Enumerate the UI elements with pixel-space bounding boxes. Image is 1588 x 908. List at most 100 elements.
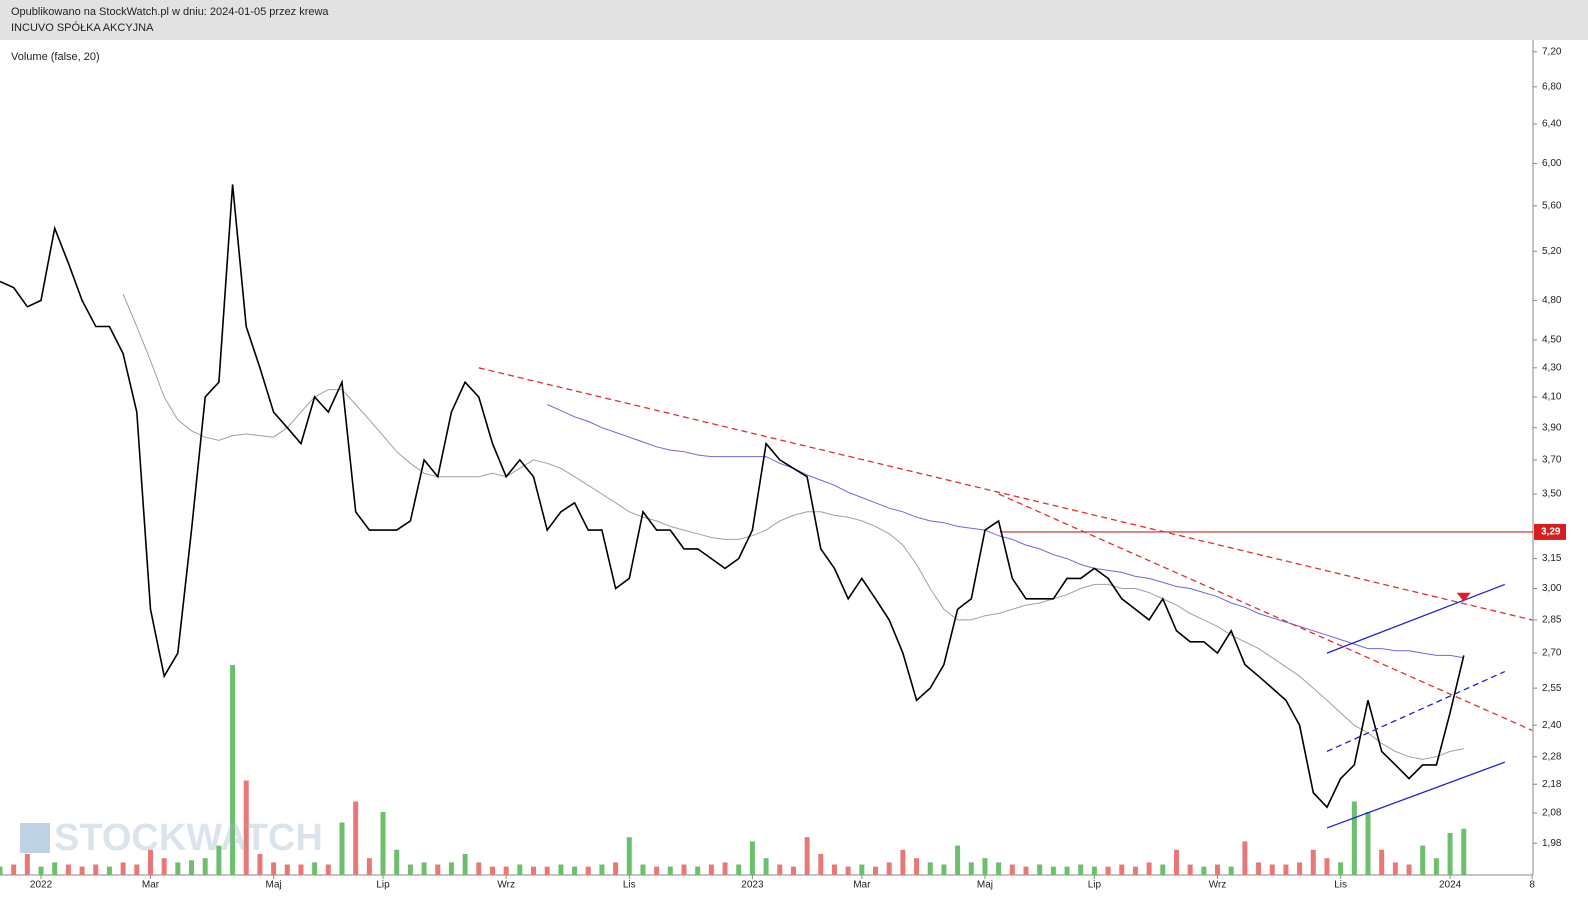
trend-line (1326, 583, 1506, 654)
volume-bar (24, 854, 30, 875)
x-tick-label: Mar (142, 880, 160, 891)
volume-bar (1433, 858, 1439, 875)
volume-bar (189, 860, 195, 875)
volume-bar (366, 858, 372, 875)
volume-bar (599, 864, 605, 875)
volume-bar (1365, 812, 1371, 875)
volume-bar (982, 858, 988, 875)
volume-bar (1050, 866, 1056, 875)
y-tick-label: 5,20 (1542, 246, 1562, 257)
volume-bar (243, 780, 249, 875)
volume-bar (667, 866, 673, 875)
subtitle: Volume (false, 20) (11, 51, 100, 63)
volume-bar (1078, 864, 1084, 875)
volume-bar (1119, 864, 1125, 875)
x-tick-label: 2023 (741, 880, 764, 891)
trend-line (1326, 670, 1506, 752)
volume-bar (804, 837, 810, 875)
volume-bar (681, 864, 687, 875)
signal-marker (1456, 592, 1471, 602)
volume-bar (749, 841, 755, 875)
volume-bar (763, 858, 769, 875)
volume-bar (996, 862, 1002, 875)
volume-bar (1173, 849, 1179, 875)
volume-bar (585, 866, 591, 875)
y-tick-label: 6,40 (1542, 119, 1562, 130)
volume-bar (1201, 866, 1207, 875)
y-tick-label: 1,98 (1542, 838, 1562, 849)
volume-bar (1338, 862, 1344, 875)
volume-bar (900, 849, 906, 875)
watermark-icon (20, 823, 50, 853)
level-label: 3,29 (1541, 527, 1561, 538)
volume-bar (1392, 862, 1398, 875)
volume-bar (1160, 864, 1166, 875)
volume-bar (722, 862, 728, 875)
volume-bar (654, 866, 660, 875)
volume-bar (517, 864, 523, 875)
volume-bar (257, 854, 263, 875)
volume-bar (1064, 866, 1070, 875)
y-tick-label: 7,20 (1542, 46, 1562, 57)
volume-bar (831, 864, 837, 875)
volume-bar (325, 864, 331, 875)
trend-line (478, 367, 1533, 621)
volume-bar (394, 849, 400, 875)
volume-bar (1379, 849, 1385, 875)
volume-bar (161, 858, 167, 875)
volume-bar (736, 864, 742, 875)
volume-bar (38, 866, 44, 875)
volume-bar (1461, 828, 1467, 875)
moving-average (122, 293, 1464, 760)
volume-bar (421, 862, 427, 875)
volume-bar (1269, 864, 1275, 875)
volume-bar (1420, 845, 1426, 875)
volume-bar (120, 862, 126, 875)
x-tick-label: Lip (1088, 880, 1102, 891)
x-tick-label: 8 (1529, 880, 1535, 891)
watermark: STOCKWATCH (54, 817, 323, 859)
x-tick-label: Maj (977, 880, 993, 891)
volume-bar (1215, 864, 1221, 875)
volume-bar (1146, 862, 1152, 875)
volume-bar (448, 862, 454, 875)
volume-bar (271, 862, 277, 875)
volume-bar (1406, 864, 1412, 875)
volume-bar (93, 864, 99, 875)
volume-bar (1256, 862, 1262, 875)
volume-bar (1283, 864, 1289, 875)
y-tick-label: 3,70 (1542, 455, 1562, 466)
x-tick-label: Mar (853, 880, 871, 891)
volume-bar (230, 665, 236, 875)
volume-bar (339, 822, 345, 875)
header-bar (0, 0, 1588, 40)
y-tick-label: 5,60 (1542, 201, 1562, 212)
volume-bar (558, 864, 564, 875)
volume-bar (380, 812, 386, 875)
y-tick-label: 3,00 (1542, 583, 1562, 594)
volume-bar (476, 862, 482, 875)
volume-bar (695, 866, 701, 875)
y-tick-label: 3,50 (1542, 489, 1562, 500)
volume-bar (914, 858, 920, 875)
y-tick-label: 2,85 (1542, 615, 1562, 626)
volume-bar (1447, 833, 1453, 875)
volume-bar (790, 866, 796, 875)
y-tick-label: 2,18 (1542, 779, 1562, 790)
volume-bar (873, 866, 879, 875)
volume-bar (147, 849, 153, 875)
volume-bar (572, 866, 578, 875)
y-tick-label: 4,50 (1542, 335, 1562, 346)
volume-bar (941, 864, 947, 875)
volume-bar (435, 864, 441, 875)
volume-bar (886, 862, 892, 875)
volume-bar (312, 862, 318, 875)
y-tick-label: 4,10 (1542, 392, 1562, 403)
volume-bar (818, 854, 824, 875)
volume-bar (1242, 841, 1248, 875)
volume-bar (298, 864, 304, 875)
moving-average (546, 404, 1464, 659)
volume-bar (65, 864, 71, 875)
trend-line (1326, 761, 1506, 829)
volume-bar (1037, 864, 1043, 875)
